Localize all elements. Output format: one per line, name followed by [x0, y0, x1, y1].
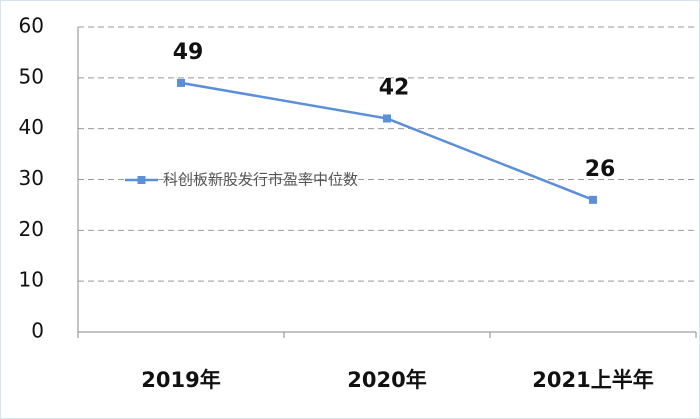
y-tick-label: 0	[31, 319, 44, 343]
y-tick-label: 10	[19, 268, 44, 292]
data-label: 26	[585, 157, 616, 182]
x-tick-label: 2021上半年	[532, 368, 653, 392]
y-tick-label: 20	[19, 217, 44, 241]
y-tick-label: 40	[19, 115, 44, 139]
y-tick-label: 60	[19, 14, 44, 38]
point	[177, 78, 185, 87]
point	[383, 114, 391, 123]
point	[589, 195, 597, 204]
data-label: 49	[173, 40, 204, 65]
x-tick-label: 2020年	[347, 368, 426, 392]
y-tick-label: 30	[19, 166, 44, 190]
legend-label: 科创板新股发行市盈率中位数	[163, 171, 358, 189]
legend-marker	[137, 176, 146, 184]
x-tick-label: 2019年	[141, 368, 220, 392]
y-tick-label: 50	[19, 64, 44, 88]
data-label: 42	[379, 76, 410, 101]
